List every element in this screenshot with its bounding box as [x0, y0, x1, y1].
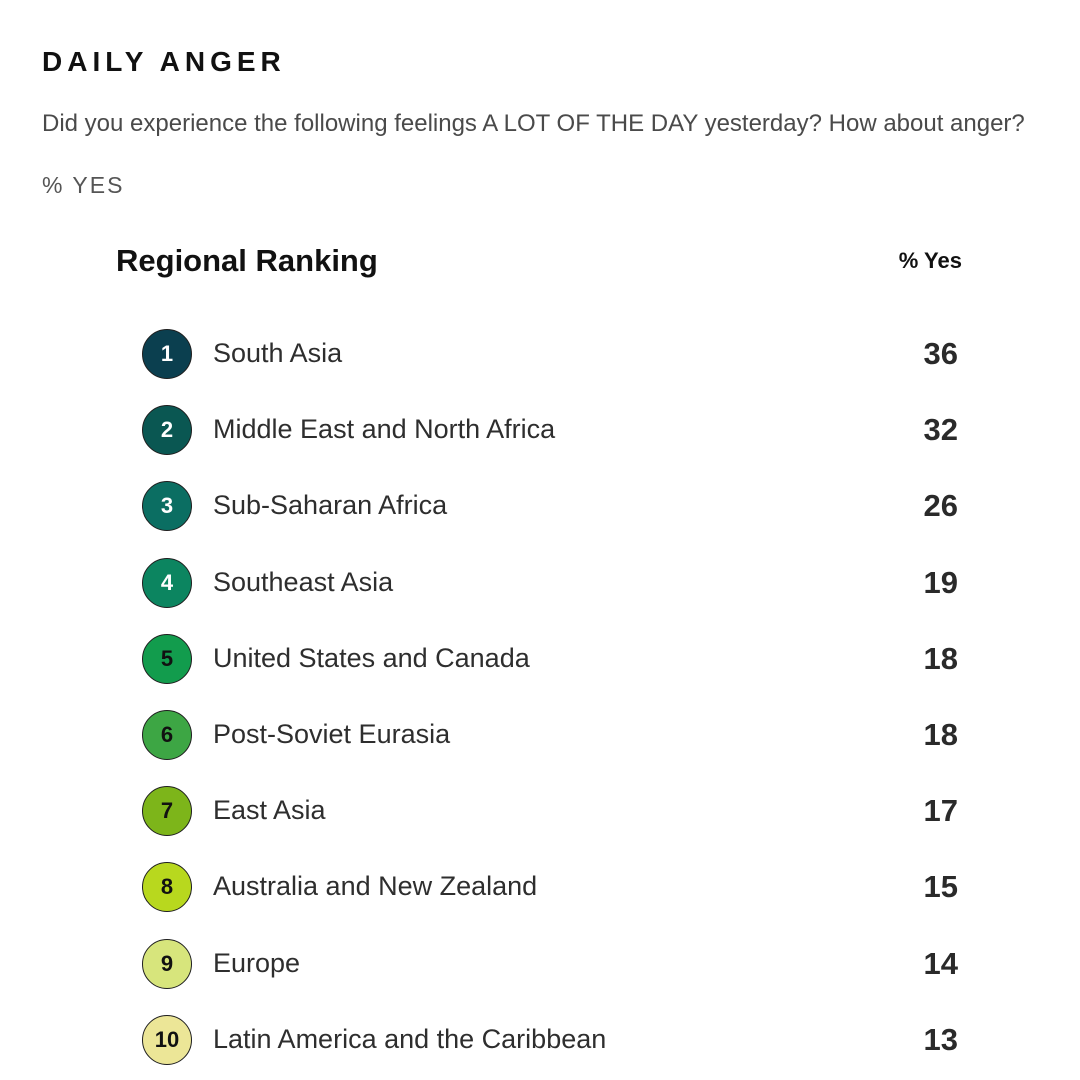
rank-badge: 8	[142, 862, 192, 913]
percent-value: 26	[923, 488, 958, 524]
ranking-row: 5 United States and Canada 18	[140, 631, 970, 687]
region-name: Europe	[213, 947, 301, 978]
percent-value: 32	[923, 412, 958, 448]
ranking-row: 1 South Asia 36	[140, 326, 970, 382]
rank-badge: 5	[142, 633, 192, 684]
rank-badge: 4	[142, 557, 192, 608]
rank-badge: 2	[142, 405, 192, 456]
ranking-row: 6 Post-Soviet Eurasia 18	[140, 707, 970, 763]
percent-value: 14	[923, 945, 958, 981]
ranking-row: 8 Australia and New Zealand 15	[140, 859, 970, 915]
region-name: Middle East and North Africa	[213, 414, 556, 445]
ranking-row: 3 Sub-Saharan Africa 26	[140, 478, 970, 534]
rank-badge: 6	[142, 710, 192, 760]
ranking-row: 7 East Asia 17	[140, 783, 970, 839]
survey-question: Did you experience the following feeling…	[42, 110, 1025, 137]
measure-label: % YES	[42, 172, 125, 198]
ranking-row: 4 Southeast Asia 19	[140, 555, 970, 611]
percent-value: 18	[923, 640, 958, 676]
ranking-row: 9 Europe 14	[140, 936, 970, 992]
percent-value: 19	[923, 564, 958, 600]
region-name: Sub-Saharan Africa	[213, 490, 448, 521]
ranking-row: 10 Latin America and the Caribbean 13	[140, 1012, 970, 1068]
ranking-row: 2 Middle East and North Africa 32	[140, 402, 970, 458]
percent-value: 18	[923, 717, 958, 752]
percent-value: 15	[923, 869, 958, 905]
percent-value: 13	[923, 1021, 958, 1057]
percent-value: 36	[923, 336, 958, 371]
rank-badge: 3	[142, 481, 192, 532]
value-column-header: % Yes	[898, 248, 962, 273]
rank-badge: 7	[142, 786, 192, 837]
region-name: East Asia	[213, 795, 326, 826]
region-name: Post-Soviet Eurasia	[213, 719, 451, 749]
region-name: United States and Canada	[213, 642, 530, 673]
region-name: Latin America and the Caribbean	[213, 1023, 607, 1054]
rank-badge: 10	[142, 1014, 192, 1065]
table-title: Regional Ranking	[116, 243, 378, 278]
region-name: South Asia	[213, 338, 343, 368]
percent-value: 17	[923, 793, 958, 829]
rank-badge: 1	[142, 329, 192, 379]
page-title: DAILY ANGER	[42, 46, 286, 77]
region-name: Australia and New Zealand	[213, 871, 538, 902]
region-name: Southeast Asia	[213, 566, 394, 597]
rank-badge: 9	[142, 938, 192, 989]
